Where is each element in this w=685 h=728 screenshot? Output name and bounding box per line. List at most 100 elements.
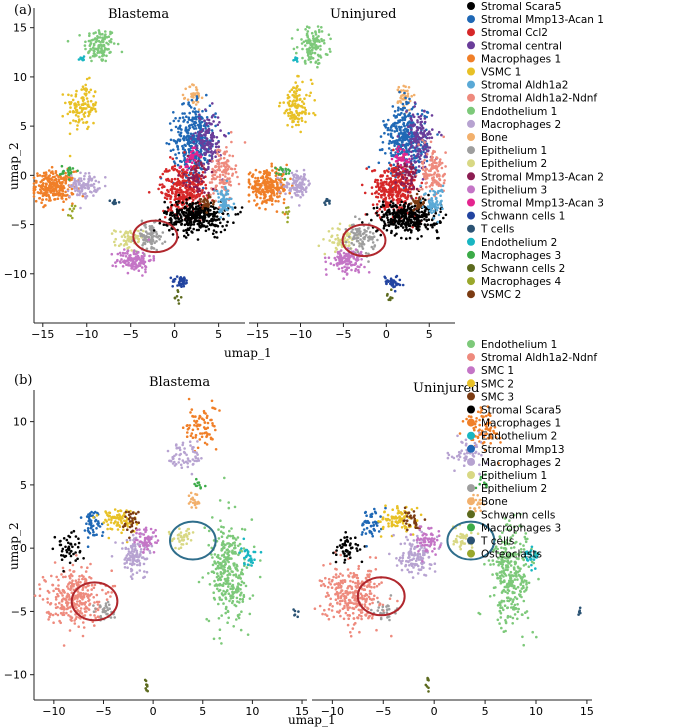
point <box>367 260 370 263</box>
point <box>154 230 158 234</box>
point <box>195 95 199 98</box>
point <box>415 226 419 229</box>
point <box>174 153 177 156</box>
point <box>171 166 174 169</box>
point <box>360 258 363 261</box>
cluster-schwann-cells-2 <box>385 288 394 302</box>
point <box>155 248 158 252</box>
point <box>92 42 96 46</box>
point <box>389 180 392 184</box>
point <box>283 170 286 173</box>
point <box>358 265 361 269</box>
point <box>40 201 43 204</box>
point <box>169 138 173 142</box>
point <box>125 241 128 245</box>
point <box>428 136 431 140</box>
point <box>410 144 414 147</box>
point <box>191 134 194 137</box>
point <box>195 169 198 173</box>
point <box>207 165 210 169</box>
point <box>304 111 307 114</box>
point <box>223 228 227 232</box>
point <box>281 211 285 214</box>
point <box>215 236 219 239</box>
point <box>300 116 304 120</box>
point <box>178 116 182 120</box>
point <box>231 174 234 177</box>
point <box>61 197 64 200</box>
point <box>403 106 407 110</box>
point <box>158 183 162 187</box>
point <box>82 192 85 196</box>
point <box>336 227 340 230</box>
point <box>284 192 287 196</box>
point <box>170 187 174 190</box>
point <box>214 165 218 168</box>
point <box>420 161 424 165</box>
point <box>140 266 144 269</box>
point <box>305 25 309 29</box>
point <box>396 139 399 142</box>
point <box>310 55 313 59</box>
point <box>130 249 133 252</box>
point <box>84 192 87 195</box>
point <box>243 141 247 144</box>
point <box>218 121 221 124</box>
point <box>295 97 299 100</box>
point <box>218 168 222 172</box>
point <box>320 37 323 41</box>
point <box>84 47 87 51</box>
point <box>305 186 308 189</box>
point <box>400 200 404 204</box>
point <box>391 105 395 108</box>
point <box>200 191 204 194</box>
point <box>290 171 294 175</box>
point <box>147 235 151 239</box>
point <box>210 177 214 181</box>
x-tick-label: −15 <box>31 328 54 341</box>
point <box>412 93 416 97</box>
point <box>406 197 409 201</box>
point <box>343 265 346 269</box>
point <box>289 177 292 181</box>
panel-a-label: (a) <box>14 3 32 18</box>
y-tick-label: 15 <box>13 22 27 35</box>
point <box>135 235 139 239</box>
point <box>382 119 385 123</box>
point <box>199 149 203 153</box>
point <box>283 177 287 181</box>
point <box>328 47 331 51</box>
y-tick-label: −5 <box>11 219 27 232</box>
point <box>83 44 87 47</box>
point <box>215 136 219 139</box>
point <box>210 129 214 132</box>
point <box>201 207 204 210</box>
point <box>202 204 206 208</box>
point <box>222 206 226 209</box>
point <box>212 113 215 117</box>
point <box>192 220 196 224</box>
point <box>205 219 209 223</box>
point <box>52 183 55 186</box>
point <box>50 182 54 185</box>
point <box>270 162 274 166</box>
point <box>88 32 91 35</box>
point <box>397 185 400 188</box>
point <box>131 263 135 266</box>
point <box>200 216 203 219</box>
point <box>426 146 430 149</box>
point <box>383 275 387 279</box>
point <box>52 189 56 193</box>
point <box>415 213 419 217</box>
point <box>87 177 90 181</box>
point <box>152 257 156 260</box>
point <box>351 228 355 231</box>
point <box>194 195 198 198</box>
point <box>254 176 257 180</box>
point <box>137 269 141 273</box>
point <box>430 156 433 160</box>
point <box>294 81 298 84</box>
point <box>176 163 180 167</box>
point <box>68 132 72 136</box>
